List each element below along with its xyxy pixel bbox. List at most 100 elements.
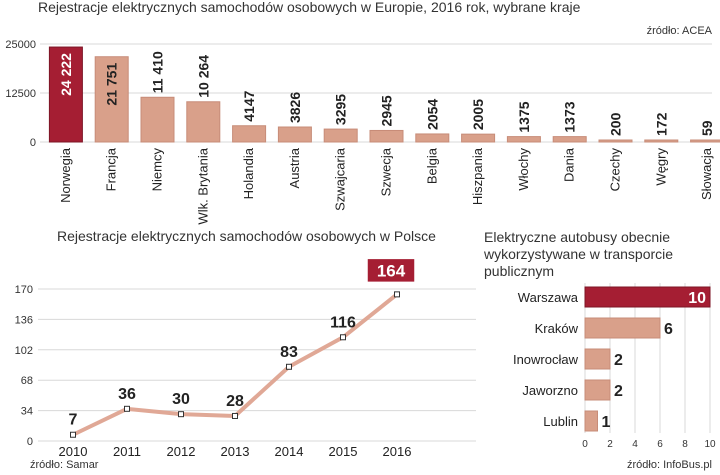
y-tick-label: 68 (21, 375, 33, 387)
data-point (124, 405, 130, 412)
data-point (286, 363, 292, 370)
category-label: Włochy (516, 148, 531, 191)
y-tick-label: 102 (15, 345, 33, 357)
bar-value-label: 10 264 (195, 55, 211, 98)
x-tick-label: 2 (607, 439, 613, 450)
bar-value-label: 6 (664, 321, 673, 338)
bar (323, 128, 358, 143)
category-label: Szwecja (379, 147, 394, 196)
europe-chart-title: Rejestracje elektrycznych samochodów oso… (38, 0, 581, 15)
x-tick-label: 2016 (383, 444, 412, 459)
category-label: Wlk. Brytania (195, 147, 210, 224)
bar-value-label: 21 751 (104, 63, 120, 106)
y-tick-label: 170 (15, 284, 33, 296)
bar-value-label: 24 222 (58, 53, 74, 96)
bar (461, 133, 496, 143)
x-tick-label: 6 (657, 439, 663, 450)
category-label: Austria (287, 147, 302, 188)
buses-chart-title: Elektryczne autobusy obecnie wykorzystyw… (484, 229, 674, 279)
x-tick-label: 2015 (329, 444, 358, 459)
bar (552, 136, 587, 143)
bar (584, 379, 611, 401)
bar (690, 139, 720, 143)
bar (369, 129, 404, 143)
bar (506, 136, 541, 143)
x-tick-label: 0 (582, 439, 588, 450)
data-value-label: 83 (280, 344, 298, 361)
category-label: Lublin (543, 414, 578, 429)
bar-value-label: 59 (699, 120, 715, 136)
y-tick-label: 12500 (5, 88, 36, 100)
data-value-label: 36 (118, 386, 136, 403)
bar (584, 348, 611, 370)
bar-value-label: 172 (653, 112, 669, 136)
x-tick-label: 2014 (275, 444, 304, 459)
bar-value-label: 1 (602, 414, 611, 431)
bar-value-label: 2 (614, 383, 623, 400)
category-label: Belgia (424, 147, 439, 184)
data-point (178, 411, 184, 418)
bar (584, 317, 661, 339)
category-label: Norwegia (58, 147, 73, 203)
x-tick-label: 10 (704, 439, 716, 450)
bar-value-label: 2945 (379, 95, 395, 126)
x-tick-label: 2011 (113, 444, 141, 459)
category-label: Dania (562, 147, 577, 182)
poland-chart-source: źródło: Samar (30, 459, 99, 471)
bar (277, 126, 312, 143)
bar-value-label: 3295 (333, 94, 349, 125)
bar-value-label: 1373 (562, 101, 578, 132)
category-label: Węgry (653, 148, 668, 186)
data-point (232, 412, 238, 419)
x-tick-label: 8 (682, 439, 688, 450)
x-tick-label: 2013 (221, 444, 250, 459)
category-label: Kraków (535, 321, 579, 336)
category-label: Hiszpania (470, 147, 485, 205)
bar (186, 101, 221, 143)
data-value-label: 164 (377, 261, 406, 280)
x-tick-label: 4 (632, 439, 638, 450)
bar-value-label: 200 (608, 112, 624, 136)
x-tick-label: 2010 (59, 444, 88, 459)
data-value-label: 28 (226, 393, 244, 410)
category-label: Inowrocław (513, 352, 579, 367)
data-point (394, 291, 400, 298)
category-label: Szwajcaria (333, 147, 348, 211)
y-tick-label: 25000 (5, 39, 36, 51)
poland-chart-title: Rejestracje elektrycznych samochodów oso… (57, 228, 436, 244)
category-label: Jaworzno (522, 383, 578, 398)
highlight-label-box (366, 257, 416, 284)
buses-chart-source: źródło: InfoBus.pl (627, 459, 712, 471)
category-label: Niemcy (150, 148, 165, 192)
y-tick-label: 0 (27, 436, 33, 448)
bar-value-label: 1375 (516, 101, 532, 132)
bar (598, 139, 633, 143)
bar-value-label: 3826 (287, 92, 303, 123)
category-label: Czechy (608, 148, 623, 192)
europe-chart-source: źródło: ACEA (646, 25, 712, 37)
bar (584, 410, 598, 432)
bar (415, 133, 450, 143)
bar (232, 125, 267, 143)
bar (140, 96, 175, 143)
y-tick-label: 0 (30, 137, 36, 149)
bar-value-label: 10 (688, 290, 706, 307)
y-tick-label: 34 (21, 406, 33, 418)
category-label: Słowacja (699, 147, 714, 200)
x-tick-label: 2012 (167, 444, 196, 459)
bar (584, 286, 711, 308)
bar-value-label: 2 (614, 352, 623, 369)
data-value-label: 116 (330, 314, 356, 331)
data-point (340, 334, 346, 341)
category-label: Warszawa (518, 290, 579, 305)
data-value-label: 7 (69, 412, 78, 429)
bar-value-label: 2054 (424, 99, 440, 130)
bar (94, 56, 129, 143)
data-value-label: 30 (172, 391, 190, 408)
data-point (70, 431, 76, 438)
category-label: Holandia (241, 147, 256, 199)
bar-value-label: 4147 (241, 90, 257, 121)
bar-value-label: 11 410 (150, 51, 166, 93)
y-tick-label: 136 (15, 314, 33, 326)
